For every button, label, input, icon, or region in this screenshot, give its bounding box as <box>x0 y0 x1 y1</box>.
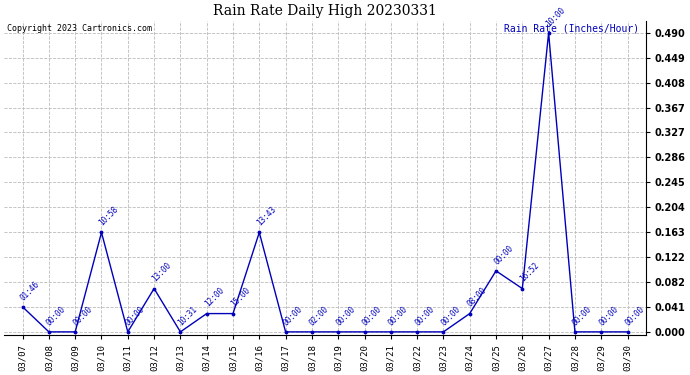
Text: Copyright 2023 Cartronics.com: Copyright 2023 Cartronics.com <box>8 24 152 33</box>
Text: 16:52: 16:52 <box>518 261 541 284</box>
Text: 00:00: 00:00 <box>387 304 410 327</box>
Text: 00:00: 00:00 <box>361 304 383 327</box>
Text: 00:00: 00:00 <box>440 304 462 327</box>
Text: Rain Rate (Inches/Hour): Rain Rate (Inches/Hour) <box>504 24 640 34</box>
Text: 00:00: 00:00 <box>598 304 620 327</box>
Text: 00:00: 00:00 <box>413 304 436 327</box>
Text: 00:00: 00:00 <box>492 243 515 266</box>
Text: 00:00: 00:00 <box>124 304 146 327</box>
Text: 10:00: 10:00 <box>544 5 567 28</box>
Text: 00:00: 00:00 <box>71 304 94 327</box>
Text: 00:00: 00:00 <box>45 304 68 327</box>
Text: 12:00: 12:00 <box>203 286 226 309</box>
Text: 10:31: 10:31 <box>177 304 199 327</box>
Text: 08:00: 08:00 <box>466 286 489 309</box>
Text: 02:00: 02:00 <box>308 304 331 327</box>
Title: Rain Rate Daily High 20230331: Rain Rate Daily High 20230331 <box>213 4 437 18</box>
Text: 00:00: 00:00 <box>624 304 647 327</box>
Text: 01:46: 01:46 <box>19 279 41 302</box>
Text: 15:00: 15:00 <box>229 286 252 309</box>
Text: 00:00: 00:00 <box>334 304 357 327</box>
Text: 00:00: 00:00 <box>571 304 593 327</box>
Text: 00:00: 00:00 <box>282 304 304 327</box>
Text: 13:00: 13:00 <box>150 261 173 284</box>
Text: 13:43: 13:43 <box>255 205 278 228</box>
Text: 10:58: 10:58 <box>97 205 120 228</box>
